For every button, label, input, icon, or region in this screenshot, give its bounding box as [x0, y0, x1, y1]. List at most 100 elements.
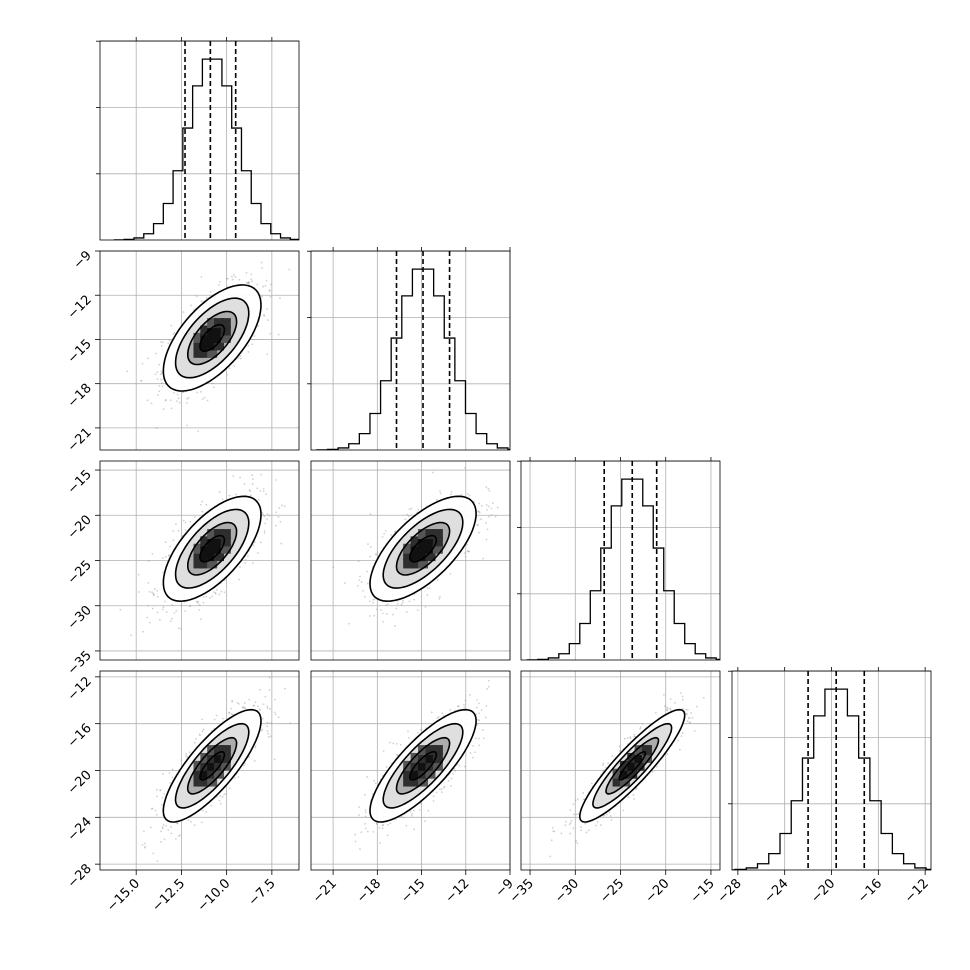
sample-point: [188, 751, 191, 754]
sample-point: [173, 331, 176, 334]
sample-point: [151, 807, 154, 810]
panel-content: [549, 692, 705, 858]
sample-point: [435, 791, 438, 794]
sample-point: [201, 398, 204, 401]
sample-point: [478, 531, 480, 534]
sample-point: [268, 289, 271, 291]
sample-point: [147, 357, 150, 360]
sample-point: [374, 782, 377, 785]
sample-point: [494, 515, 497, 518]
sample-point: [231, 278, 234, 281]
density-cell: [418, 745, 429, 756]
sample-point: [216, 588, 218, 591]
sample-point: [262, 285, 265, 288]
sample-point: [225, 277, 228, 280]
sample-point: [156, 595, 159, 598]
sample-point: [156, 590, 159, 592]
sample-point: [488, 505, 490, 508]
sample-point: [394, 530, 397, 533]
sample-point: [184, 529, 187, 531]
sample-point: [221, 717, 224, 720]
sample-point: [150, 807, 153, 810]
sample-point: [273, 758, 276, 761]
sample-point: [254, 744, 257, 747]
sample-point: [252, 705, 255, 707]
sample-point: [164, 556, 167, 558]
sample-point: [264, 695, 267, 698]
density-cell: [425, 752, 436, 763]
sample-point: [396, 602, 399, 605]
sample-point: [412, 809, 415, 812]
sample-point: [226, 277, 229, 280]
sample-point: [268, 689, 271, 691]
sample-point: [432, 795, 435, 798]
sample-point: [140, 379, 143, 382]
contour-line: [162, 495, 262, 603]
sample-point: [186, 397, 189, 400]
density-cell: [193, 543, 204, 554]
sample-point: [228, 711, 231, 714]
sample-point: [262, 490, 265, 493]
sample-point: [431, 471, 434, 474]
density-cell: [207, 536, 218, 547]
sample-point: [198, 603, 201, 606]
sample-point: [238, 278, 241, 281]
sample-point: [485, 538, 488, 541]
sample-point: [409, 810, 412, 813]
density-cell: [425, 543, 436, 554]
sample-point: [175, 609, 178, 612]
sample-point: [189, 604, 191, 607]
sample-point: [602, 769, 605, 772]
sample-point: [450, 777, 453, 780]
sample-point: [573, 813, 575, 816]
sample-point: [141, 843, 144, 846]
sample-point: [375, 553, 377, 556]
sample-point: [156, 378, 159, 380]
sample-point: [464, 552, 466, 555]
sample-point: [214, 591, 217, 594]
sample-point: [449, 708, 452, 711]
sample-point: [490, 514, 493, 516]
sample-point: [205, 296, 208, 299]
sample-point: [376, 551, 379, 554]
sample-point: [477, 737, 480, 740]
sample-point: [239, 355, 242, 357]
sample-point: [193, 824, 196, 826]
density-cell: [200, 768, 211, 779]
sample-point: [288, 268, 291, 271]
sample-point: [169, 399, 172, 402]
sample-point: [161, 385, 164, 388]
sample-point: [164, 541, 167, 544]
sample-point: [151, 607, 154, 610]
sample-point: [402, 599, 404, 602]
density-cell: [220, 529, 231, 540]
sample-point: [154, 809, 157, 812]
sample-point: [162, 408, 165, 411]
density-cell: [410, 752, 421, 763]
sample-point: [161, 608, 164, 611]
sample-point: [439, 490, 441, 492]
panel-frame: [310, 250, 511, 451]
sample-point: [232, 475, 235, 477]
sample-point: [164, 399, 167, 401]
sample-point: [410, 507, 413, 510]
density-cell: [193, 551, 204, 562]
sample-point: [168, 771, 171, 774]
sample-point: [201, 510, 204, 513]
sample-point: [228, 494, 231, 497]
sample-point: [237, 357, 240, 360]
sample-point: [195, 295, 198, 298]
sample-point: [590, 782, 593, 785]
sample-point: [560, 832, 563, 835]
density-cell: [214, 340, 225, 351]
density-cell: [207, 325, 218, 336]
sample-point: [187, 396, 190, 399]
sample-point: [406, 513, 408, 516]
sample-point: [221, 498, 224, 501]
sample-point: [384, 530, 387, 532]
sample-point: [176, 400, 178, 402]
density-cells: [193, 529, 231, 569]
sample-point: [457, 705, 460, 708]
sample-point: [257, 498, 260, 501]
sample-point: [146, 616, 149, 619]
